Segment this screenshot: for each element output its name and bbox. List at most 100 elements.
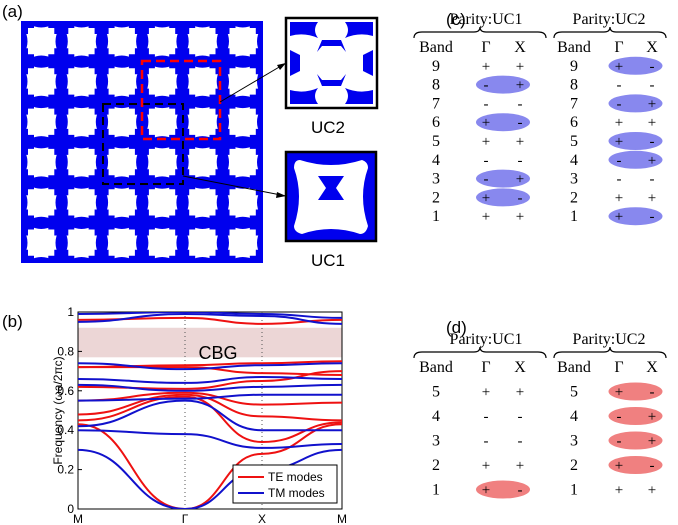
- parity-highlight: [476, 75, 530, 94]
- y-axis-label: Frequency (ωa/2πc): [51, 356, 65, 464]
- parity-highlight: [608, 150, 663, 169]
- parity-x: +: [516, 134, 524, 150]
- lattice-node: [249, 249, 263, 263]
- parity-gamma: -: [484, 409, 489, 425]
- parity-x: -: [650, 385, 655, 401]
- band-number: 4: [570, 152, 578, 169]
- parity-highlight: [476, 480, 530, 499]
- uc1-arrow: [182, 175, 287, 197]
- lattice-node: [128, 21, 155, 34]
- te-band-line: [78, 423, 342, 509]
- band-number: 4: [570, 408, 578, 425]
- band-number: 7: [570, 95, 578, 112]
- lattice-node: [48, 209, 75, 236]
- band-number: 1: [570, 482, 578, 499]
- band-gap-region: [78, 327, 342, 358]
- parity-gamma: +: [482, 190, 490, 206]
- band-number: 9: [432, 58, 440, 75]
- parity-x: -: [518, 115, 523, 131]
- parity-gamma: +: [615, 115, 623, 131]
- parity-gamma: +: [482, 209, 490, 225]
- band-number: 1: [432, 208, 440, 225]
- lattice-node: [48, 128, 75, 155]
- x-tick-label: X: [258, 512, 266, 525]
- header-brace: [413, 346, 547, 359]
- band-number: 6: [432, 114, 440, 131]
- header-brace: [413, 26, 547, 39]
- parity-x: -: [650, 134, 655, 150]
- legend: TE modes TM modes: [232, 464, 338, 504]
- lattice-node: [209, 209, 236, 236]
- parity-highlight: [608, 456, 663, 474]
- parity-gamma: +: [615, 385, 623, 401]
- table-header-uc2: Parity:UC2: [573, 11, 646, 28]
- lattice-node: [88, 21, 115, 34]
- lattice-node: [249, 128, 263, 155]
- tm-band-line: [78, 362, 342, 371]
- panel-label-c: (c): [446, 10, 466, 29]
- te-band-line: [78, 395, 342, 444]
- parity-gamma: +: [615, 134, 623, 150]
- lattice-node: [169, 88, 196, 115]
- parity-gamma: +: [615, 458, 623, 474]
- band-number: 6: [570, 114, 578, 131]
- parity-x: -: [518, 190, 523, 206]
- parity-gamma: -: [617, 434, 622, 450]
- tm-band-line: [78, 312, 342, 325]
- lattice-node: [249, 88, 263, 115]
- band-number: 2: [432, 457, 440, 474]
- parity-highlight: [608, 207, 663, 226]
- lattice-node: [169, 48, 196, 75]
- band-number: 8: [570, 77, 578, 94]
- parity-gamma: +: [482, 385, 490, 401]
- parity-x: +: [648, 153, 656, 169]
- band-number: 3: [432, 171, 440, 188]
- parity-x: +: [516, 59, 524, 75]
- column-header-gamma: Γ: [614, 359, 623, 376]
- uc2-dashed-box: [140, 59, 222, 141]
- band-number: 9: [570, 58, 578, 75]
- x-tick-label: Γ: [182, 512, 189, 525]
- lattice-node: [88, 169, 115, 196]
- band-number: 2: [570, 457, 578, 474]
- y-tick-label: 1: [67, 305, 74, 319]
- band-number: 4: [432, 152, 440, 169]
- parity-x: -: [518, 434, 523, 450]
- lattice-node: [21, 88, 34, 115]
- uc1-label: UC1: [311, 251, 346, 270]
- parity-x: +: [648, 115, 656, 131]
- column-header-band: Band: [557, 359, 591, 376]
- y-tick-label: 0.6: [57, 384, 74, 398]
- parity-gamma: -: [484, 434, 489, 450]
- lattice-node: [21, 21, 34, 34]
- parity-x: +: [516, 385, 524, 401]
- parity-x: -: [518, 483, 523, 499]
- parity-x: +: [516, 209, 524, 225]
- parity-highlight: [608, 94, 663, 113]
- column-header-gamma: Γ: [481, 39, 490, 56]
- band-number: 5: [432, 384, 440, 401]
- header-brace: [553, 26, 667, 39]
- panel-label-b: (b): [2, 312, 23, 331]
- lattice-node: [209, 48, 236, 75]
- column-header-x: X: [514, 359, 526, 376]
- lattice-node: [88, 48, 115, 75]
- parity-x: -: [650, 59, 655, 75]
- parity-highlight: [608, 382, 663, 401]
- parity-x: -: [650, 458, 655, 474]
- parity-x: +: [648, 96, 656, 112]
- band-number: 3: [570, 171, 578, 188]
- lattice-node: [21, 249, 34, 263]
- band-number: 5: [570, 133, 578, 150]
- panel-label-d: (d): [446, 318, 467, 337]
- panel-label-a: (a): [2, 2, 23, 21]
- tm-band-line: [78, 393, 342, 402]
- parity-x: +: [648, 409, 656, 425]
- tm-band-line: [78, 312, 342, 319]
- table-header-uc1: Parity:UC1: [450, 11, 523, 28]
- parity-gamma: -: [617, 153, 622, 169]
- parity-x: +: [516, 172, 524, 188]
- lattice-node: [21, 169, 34, 196]
- table-header-uc1: Parity:UC1: [450, 331, 523, 348]
